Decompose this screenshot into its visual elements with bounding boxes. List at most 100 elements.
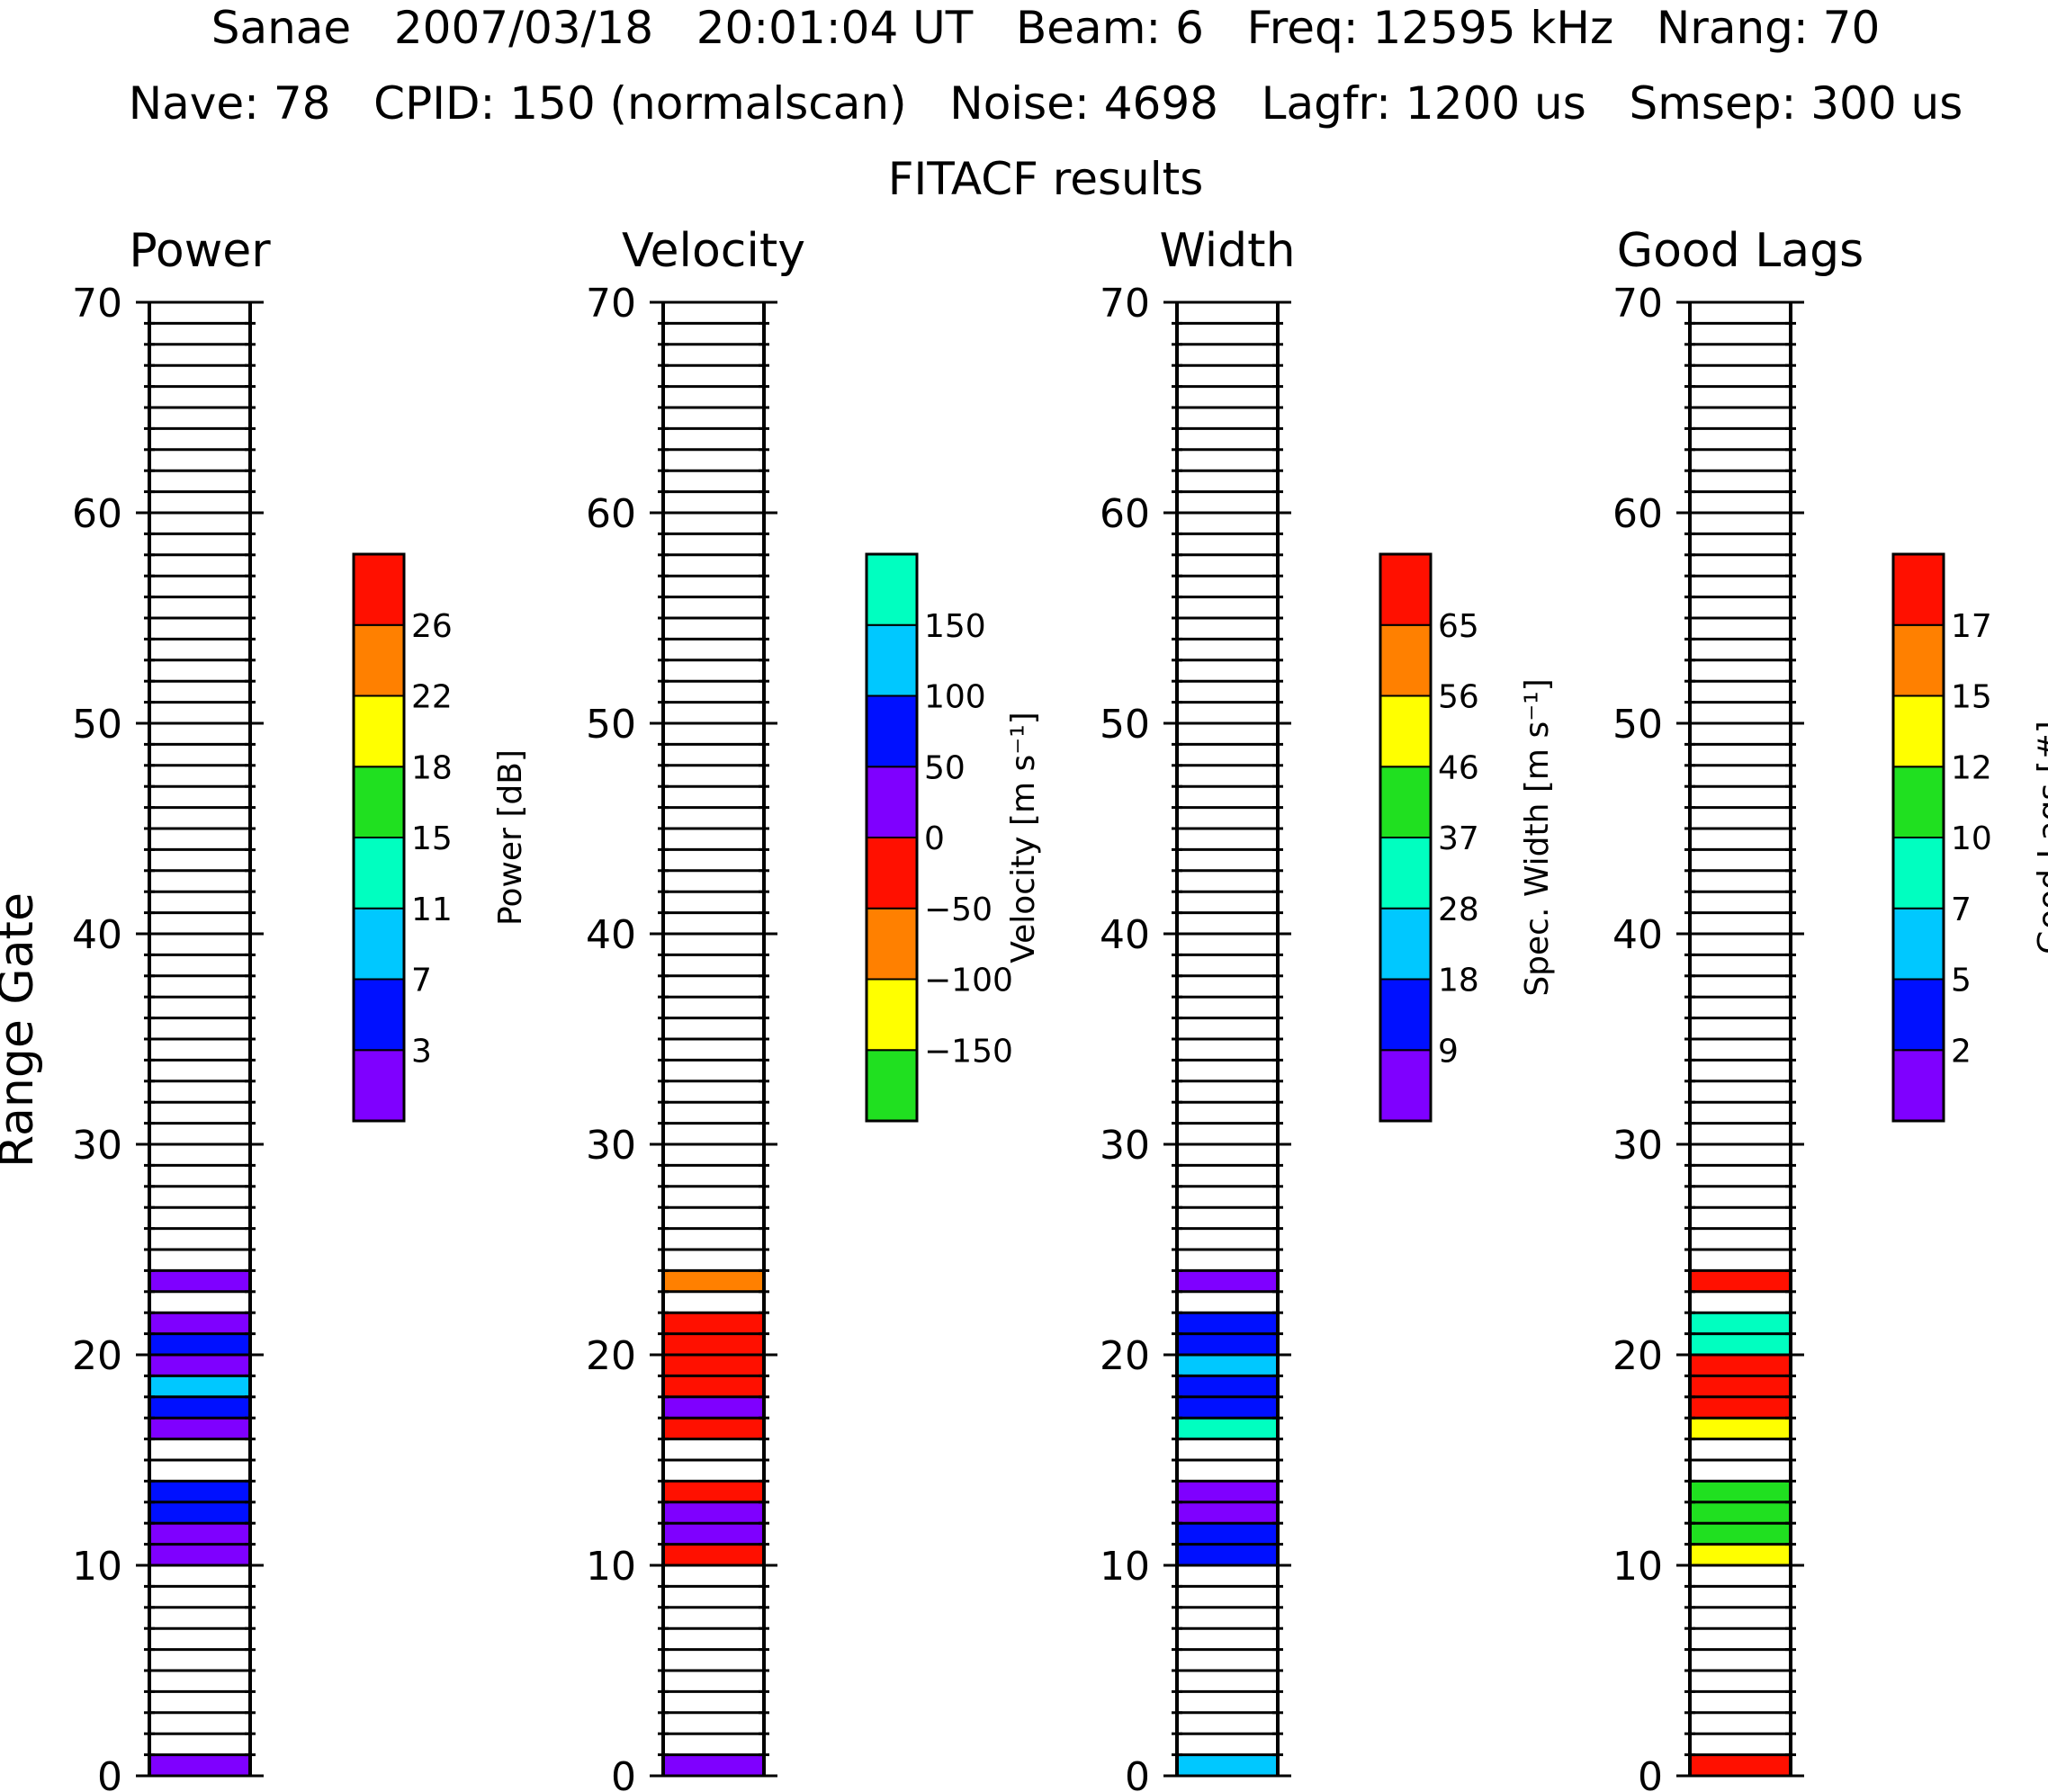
colorbar-segment: [1379, 553, 1432, 626]
colorbar-segment: [1379, 766, 1432, 838]
colorbar-segment: [1892, 553, 1945, 626]
range-gate-cell: [1690, 1501, 1791, 1524]
range-gate-cell: [149, 1396, 250, 1419]
y-tick-label: 30: [72, 1123, 122, 1169]
range-gate-cell: [1690, 1544, 1791, 1565]
y-tick-label: 50: [1100, 702, 1150, 748]
range-gate-cell: [149, 1270, 250, 1292]
colorbar-label: 46: [1438, 749, 1479, 786]
y-tick-label: 20: [72, 1333, 122, 1379]
colorbar-label: 18: [411, 749, 453, 786]
colorbar-label: −50: [924, 892, 993, 928]
range-gate-cell: [1177, 1501, 1278, 1524]
colorbar-segment: [353, 623, 405, 697]
range-gate-cell: [1177, 1481, 1278, 1502]
colorbar-label: 2: [1951, 1033, 1972, 1070]
y-tick-label: 40: [1100, 912, 1150, 958]
colorbar-label: −150: [924, 1033, 1013, 1070]
range-gate-cell: [1177, 1523, 1278, 1545]
range-gate-cell: [1690, 1270, 1791, 1292]
range-gate-cell: [1690, 1396, 1791, 1419]
y-tick-label: 30: [1612, 1123, 1663, 1169]
colorbar-segment: [866, 978, 918, 1052]
range-gate-cell: [663, 1481, 764, 1502]
range-gate-cell: [663, 1501, 764, 1524]
range-gate-cell: [1177, 1375, 1278, 1397]
range-gate-cell: [1690, 1375, 1791, 1397]
range-gate-cell: [149, 1501, 250, 1524]
colorbar-label: 56: [1438, 679, 1479, 716]
colorbar-segment: [1379, 907, 1432, 981]
range-gate-cell: [1690, 1754, 1791, 1776]
colorbar-label: 0: [924, 820, 945, 857]
y-tick-label: 60: [586, 491, 636, 537]
colorbar-label: 37: [1438, 820, 1479, 857]
colorbar-label: 15: [411, 820, 453, 857]
colorbar-label: 17: [1951, 608, 1992, 645]
y-tick-label: 40: [1612, 912, 1663, 958]
range-gate-cell: [663, 1523, 764, 1545]
range-gate-cell: [1690, 1355, 1791, 1376]
colorbar-frame: [352, 552, 406, 1123]
colorbar-label: 5: [1951, 963, 1972, 999]
colorbar-segment: [1892, 978, 1945, 1052]
colorbar-segment: [353, 766, 405, 838]
range-gate-cell: [149, 1754, 250, 1776]
y-tick-label: 70: [72, 281, 122, 327]
colorbar-frame: [865, 552, 919, 1123]
range-gate-cell: [149, 1544, 250, 1565]
range-gate-cell: [149, 1481, 250, 1502]
range-gate-cell: [149, 1418, 250, 1439]
y-tick-label: 70: [586, 281, 636, 327]
range-gate-cell: [663, 1544, 764, 1565]
colorbar-frame: [1891, 552, 1945, 1123]
range-gate-cell: [1177, 1313, 1278, 1334]
y-tick-label: 50: [586, 702, 636, 748]
range-gate-cell: [663, 1418, 764, 1439]
colorbar-segment: [1892, 694, 1945, 768]
y-tick-label: 60: [1100, 491, 1150, 537]
colorbar-label: 7: [411, 963, 432, 999]
colorbar-frame: [1379, 552, 1433, 1123]
range-gate-cell: [1690, 1333, 1791, 1355]
colorbar-label: 3: [411, 1033, 432, 1070]
y-tick-label: 0: [1638, 1754, 1663, 1792]
colorbar-segment: [353, 907, 405, 981]
panel-power: Power 0 10 20 30 40 50 60 70 3 7 11 15 18 22 26 Power [d…: [72, 224, 529, 1792]
range-gate-cell: [663, 1333, 764, 1355]
range-gate-cell: [1177, 1418, 1278, 1439]
range-gate-cell: [1177, 1754, 1278, 1776]
range-gate-cell: [663, 1396, 764, 1419]
range-gate-cell: [663, 1355, 764, 1376]
colorbar-label: 28: [1438, 892, 1479, 928]
colorbar-label: −100: [924, 963, 1013, 999]
colorbar-segment: [866, 553, 918, 626]
colorbar-label: 9: [1438, 1033, 1459, 1070]
range-gate-cell: [1177, 1333, 1278, 1355]
range-gate-cell: [663, 1270, 764, 1292]
panel-title: Power: [129, 224, 271, 278]
y-tick-label: 30: [1100, 1123, 1150, 1169]
panel-title: Width: [1159, 224, 1295, 278]
colorbar-label: 7: [1951, 892, 1972, 928]
range-gate-cell: [1690, 1481, 1791, 1502]
range-gate-cell: [1690, 1523, 1791, 1545]
colorbar-segment: [866, 837, 918, 909]
range-gate-cell: [149, 1355, 250, 1376]
colorbar-label: 65: [1438, 608, 1479, 645]
range-gate-cell: [149, 1313, 250, 1334]
y-tick-label: 60: [1612, 491, 1663, 537]
colorbar-label: 50: [924, 749, 966, 786]
colorbar-label: 18: [1438, 963, 1479, 999]
colorbar-segment: [353, 553, 405, 626]
colorbar-segment: [1379, 1049, 1432, 1122]
y-tick-label: 0: [97, 1754, 122, 1792]
y-axis-label: Range Gate: [0, 892, 44, 1168]
colorbar-segment: [353, 837, 405, 909]
colorbar-segment: [866, 1049, 918, 1122]
colorbar-label: 11: [411, 892, 453, 928]
y-tick-label: 60: [72, 491, 122, 537]
header-line-3: FITACF results: [888, 153, 1204, 205]
